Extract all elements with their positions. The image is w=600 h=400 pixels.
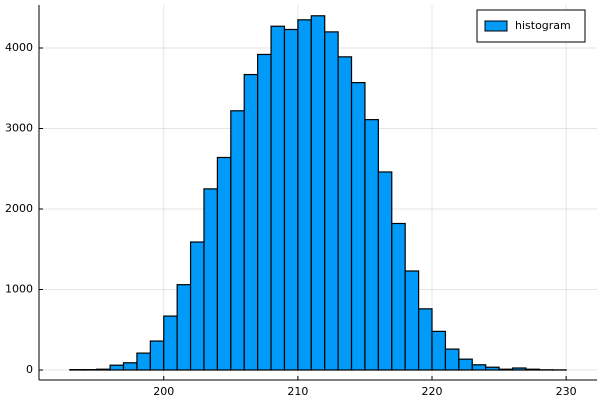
y-tick-label: 1000 bbox=[5, 283, 33, 296]
x-tick-label: 220 bbox=[422, 385, 443, 398]
bar bbox=[511, 367, 527, 371]
bar bbox=[485, 366, 500, 371]
bar bbox=[189, 241, 205, 371]
bar bbox=[418, 308, 433, 371]
bar bbox=[458, 358, 473, 371]
bar bbox=[230, 110, 245, 371]
bar bbox=[163, 315, 178, 371]
bar bbox=[431, 330, 447, 371]
bar bbox=[270, 25, 286, 371]
y-tick-label: 0 bbox=[26, 363, 33, 376]
bar bbox=[243, 73, 259, 371]
bar bbox=[404, 270, 420, 371]
bar bbox=[257, 53, 272, 371]
bar bbox=[149, 340, 165, 371]
bar bbox=[310, 15, 326, 371]
bar bbox=[444, 348, 460, 371]
bar bbox=[337, 56, 353, 371]
bar bbox=[377, 171, 393, 371]
bar bbox=[297, 19, 312, 371]
bar bbox=[203, 188, 218, 371]
bar bbox=[216, 156, 232, 371]
bar bbox=[176, 284, 192, 371]
y-tick-label: 3000 bbox=[5, 121, 33, 134]
bar bbox=[525, 368, 540, 371]
y-tick-label: 2000 bbox=[5, 202, 33, 215]
x-tick-label: 200 bbox=[153, 385, 174, 398]
legend-swatch bbox=[484, 20, 508, 32]
bar bbox=[498, 368, 514, 371]
bar bbox=[350, 82, 366, 371]
bar bbox=[471, 364, 487, 371]
bar bbox=[391, 222, 406, 371]
bar bbox=[283, 28, 299, 371]
bar bbox=[324, 31, 339, 371]
y-tick-label: 4000 bbox=[5, 41, 33, 54]
bar bbox=[96, 368, 111, 371]
bar bbox=[122, 362, 138, 371]
x-tick-label: 210 bbox=[287, 385, 308, 398]
bar bbox=[364, 119, 379, 371]
bar bbox=[109, 364, 125, 371]
x-tick-label: 230 bbox=[556, 385, 577, 398]
bar bbox=[136, 352, 151, 371]
legend-label: histogram bbox=[515, 19, 571, 32]
